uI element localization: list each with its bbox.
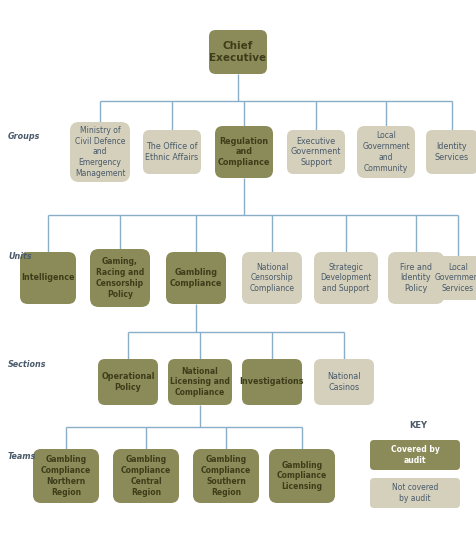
FancyBboxPatch shape: [370, 440, 460, 470]
Text: Investigations: Investigations: [240, 378, 304, 386]
FancyBboxPatch shape: [314, 252, 378, 304]
Text: National
Casinos: National Casinos: [327, 372, 361, 392]
FancyBboxPatch shape: [20, 252, 76, 304]
FancyBboxPatch shape: [357, 126, 415, 178]
FancyBboxPatch shape: [70, 122, 130, 182]
Text: Identity
Services: Identity Services: [435, 142, 469, 162]
FancyBboxPatch shape: [370, 478, 460, 508]
FancyBboxPatch shape: [90, 249, 150, 307]
FancyBboxPatch shape: [113, 449, 179, 503]
Text: Local
Government
and
Community: Local Government and Community: [362, 131, 410, 173]
FancyBboxPatch shape: [242, 359, 302, 405]
Text: Gambling
Compliance
Central
Region: Gambling Compliance Central Region: [121, 456, 171, 497]
Text: Gambling
Compliance
Northern
Region: Gambling Compliance Northern Region: [41, 456, 91, 497]
FancyBboxPatch shape: [388, 252, 444, 304]
Text: Regulation
and
Compliance: Regulation and Compliance: [218, 137, 270, 167]
Text: Teams: Teams: [8, 452, 36, 461]
FancyBboxPatch shape: [314, 359, 374, 405]
Text: Gambling
Compliance
Licensing: Gambling Compliance Licensing: [277, 461, 327, 491]
Text: Chief
Executive: Chief Executive: [209, 41, 267, 63]
Text: Fire and
Identity
Policy: Fire and Identity Policy: [400, 263, 432, 293]
Text: Gaming,
Racing and
Censorship
Policy: Gaming, Racing and Censorship Policy: [96, 258, 144, 299]
Text: Local
Government
Services: Local Government Services: [434, 263, 476, 293]
FancyBboxPatch shape: [209, 30, 267, 74]
FancyBboxPatch shape: [143, 130, 201, 174]
FancyBboxPatch shape: [426, 130, 476, 174]
Text: Units: Units: [8, 252, 31, 261]
FancyBboxPatch shape: [287, 130, 345, 174]
FancyBboxPatch shape: [33, 449, 99, 503]
FancyBboxPatch shape: [215, 126, 273, 178]
Text: Gambling
Compliance
Southern
Region: Gambling Compliance Southern Region: [201, 456, 251, 497]
FancyBboxPatch shape: [168, 359, 232, 405]
FancyBboxPatch shape: [242, 252, 302, 304]
Text: Not covered
by audit: Not covered by audit: [392, 483, 438, 503]
Text: The Office of
Ethnic Affairs: The Office of Ethnic Affairs: [146, 142, 198, 162]
Text: National
Licensing and
Compliance: National Licensing and Compliance: [170, 367, 230, 397]
Text: Executive
Government
Support: Executive Government Support: [291, 137, 341, 167]
FancyBboxPatch shape: [193, 449, 259, 503]
Text: Operational
Policy: Operational Policy: [101, 372, 155, 392]
Text: Gambling
Compliance: Gambling Compliance: [170, 268, 222, 288]
FancyBboxPatch shape: [166, 252, 226, 304]
Text: Covered by
audit: Covered by audit: [391, 445, 439, 465]
Text: National
Censorship
Compliance: National Censorship Compliance: [249, 263, 295, 293]
Text: KEY: KEY: [409, 421, 427, 430]
FancyBboxPatch shape: [98, 359, 158, 405]
Text: Intelligence: Intelligence: [21, 274, 75, 282]
Text: Strategic
Development
and Support: Strategic Development and Support: [320, 263, 372, 293]
Text: Ministry of
Civil Defence
and
Emergency
Management: Ministry of Civil Defence and Emergency …: [75, 126, 125, 178]
FancyBboxPatch shape: [430, 256, 476, 300]
Text: Groups: Groups: [8, 132, 40, 141]
Text: Sections: Sections: [8, 360, 47, 369]
FancyBboxPatch shape: [269, 449, 335, 503]
